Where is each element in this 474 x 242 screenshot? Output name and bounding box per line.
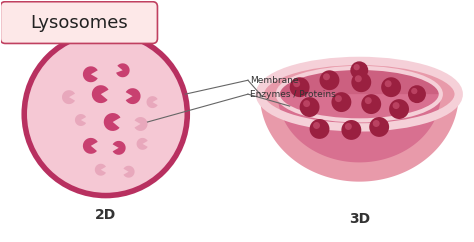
Circle shape — [290, 77, 310, 97]
Polygon shape — [278, 94, 441, 162]
Wedge shape — [83, 66, 98, 82]
Wedge shape — [135, 117, 147, 131]
Ellipse shape — [260, 61, 459, 127]
Wedge shape — [83, 138, 98, 154]
Circle shape — [369, 117, 389, 137]
Wedge shape — [92, 85, 109, 103]
Wedge shape — [146, 96, 158, 108]
Wedge shape — [62, 90, 75, 104]
Text: Membrane: Membrane — [250, 76, 299, 85]
Circle shape — [331, 92, 351, 112]
Circle shape — [300, 97, 319, 117]
Circle shape — [389, 99, 409, 119]
Circle shape — [310, 119, 329, 139]
Circle shape — [392, 102, 400, 109]
Wedge shape — [113, 141, 126, 155]
Wedge shape — [123, 166, 135, 178]
Circle shape — [24, 32, 187, 196]
Circle shape — [293, 80, 300, 87]
Circle shape — [341, 120, 361, 140]
Circle shape — [319, 70, 339, 90]
Polygon shape — [260, 94, 459, 182]
Wedge shape — [104, 113, 120, 131]
Text: 3D: 3D — [349, 212, 370, 227]
Circle shape — [350, 61, 368, 79]
Ellipse shape — [278, 68, 441, 121]
Wedge shape — [137, 138, 148, 150]
Wedge shape — [116, 63, 129, 77]
Circle shape — [313, 122, 320, 129]
Circle shape — [335, 95, 342, 102]
FancyBboxPatch shape — [0, 2, 157, 44]
Circle shape — [355, 75, 362, 82]
Wedge shape — [75, 114, 86, 126]
Circle shape — [365, 97, 372, 104]
Circle shape — [345, 123, 352, 130]
Circle shape — [323, 73, 330, 80]
Wedge shape — [126, 88, 141, 104]
Circle shape — [408, 85, 426, 103]
Circle shape — [381, 77, 401, 97]
Circle shape — [361, 94, 381, 114]
Circle shape — [411, 88, 418, 94]
Text: 2D: 2D — [95, 208, 117, 222]
Text: Enzymes / Proteins: Enzymes / Proteins — [250, 90, 336, 99]
Text: Lysosomes: Lysosomes — [30, 14, 128, 31]
Circle shape — [351, 72, 371, 92]
Circle shape — [384, 80, 392, 87]
Circle shape — [373, 120, 380, 127]
Circle shape — [354, 64, 360, 70]
Circle shape — [303, 100, 310, 107]
Wedge shape — [95, 164, 106, 176]
